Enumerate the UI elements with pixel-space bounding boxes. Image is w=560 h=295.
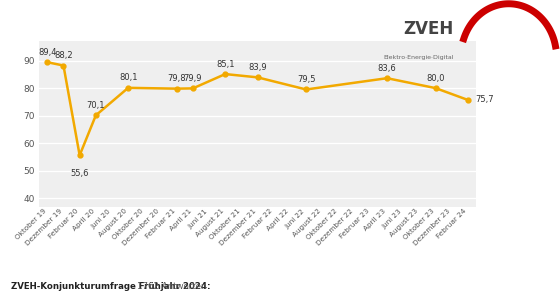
Text: 89,4: 89,4 xyxy=(38,48,57,57)
Text: 80,1: 80,1 xyxy=(119,73,137,82)
Text: 83,9: 83,9 xyxy=(248,63,267,72)
Text: Geschäftsklimaindex: Geschäftsklimaindex xyxy=(11,14,288,39)
Text: 75,7: 75,7 xyxy=(475,96,493,104)
Text: ZVEH: ZVEH xyxy=(403,20,454,38)
Text: 85,1: 85,1 xyxy=(216,60,235,68)
Text: 79,9: 79,9 xyxy=(184,74,202,83)
Text: 55,6: 55,6 xyxy=(71,169,89,178)
Text: 79,5: 79,5 xyxy=(297,75,315,84)
Text: 1762 Antworten: 1762 Antworten xyxy=(137,281,207,291)
Text: ZVEH-Konjunkturumfrage Frühjahr 2024:: ZVEH-Konjunkturumfrage Frühjahr 2024: xyxy=(11,281,211,291)
Text: 79,8: 79,8 xyxy=(167,74,186,83)
Text: 80,0: 80,0 xyxy=(426,73,445,83)
Text: 88,2: 88,2 xyxy=(54,51,73,60)
Text: Elektro·Energie·Digital: Elektro·Energie·Digital xyxy=(383,55,454,60)
Text: 70,1: 70,1 xyxy=(87,101,105,110)
Text: 83,6: 83,6 xyxy=(377,64,396,73)
